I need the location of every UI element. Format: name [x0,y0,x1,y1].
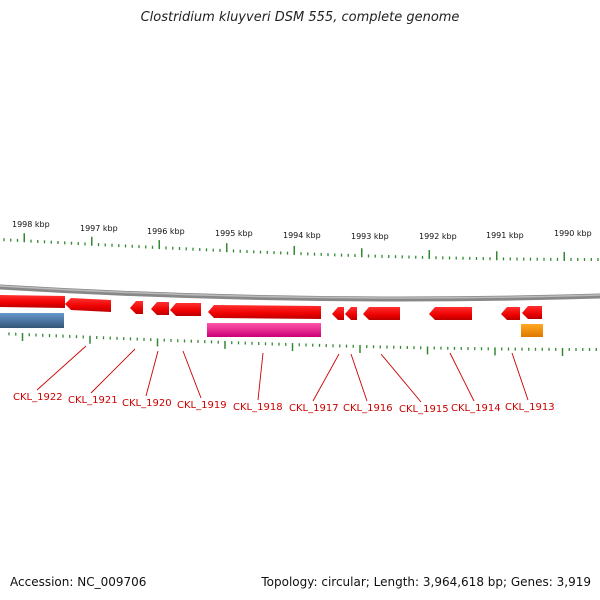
gene-label-leader [36,345,87,391]
gene-label[interactable]: CKL_1919 [177,400,227,411]
gene-label-leader [312,353,340,402]
gene-label-leader [449,352,475,402]
accession-text: Accession: NC_009706 [10,575,147,589]
gene-label[interactable]: CKL_1914 [451,403,501,414]
map-title: Clostridium kluyveri DSM 555, complete g… [140,10,460,25]
gene-ckl-1915[interactable] [363,307,400,320]
gene-label-leaders [36,345,529,403]
gene-ckl-1919[interactable] [170,303,201,316]
gene-ckl-1913a[interactable] [501,307,520,320]
gene-label[interactable]: CKL_1916 [343,403,393,414]
gene-ckl-1917[interactable] [332,307,344,320]
upper-tick-track [3,233,599,261]
gene-ckl-1919a[interactable] [151,302,169,315]
gene-label-leader [145,350,159,397]
gene-ckl-1922[interactable] [0,295,65,308]
gene-label[interactable]: CKL_1921 [68,395,118,406]
kbp-scale: 1998 kbp 1997 kbp 1996 kbp 1995 kbp 1994 kbp… [12,220,592,241]
gene-label[interactable]: CKL_1922 [13,392,63,403]
gene-label-leader [380,353,422,403]
gene-label-leader [257,352,264,401]
kbp-label: 1991 kbp [486,231,524,240]
kbp-label: 1993 kbp [351,232,389,241]
gene-ckl-1916[interactable] [345,307,357,320]
gene-label[interactable]: CKL_1913 [505,402,555,413]
feature-pink[interactable] [207,323,321,337]
gene-ckl-1918[interactable] [208,305,321,319]
gene-label[interactable]: CKL_1917 [289,403,339,414]
gene-ckl-1913[interactable] [522,306,542,319]
gene-label-leader [511,352,529,401]
gene-ckl-1920[interactable] [130,301,143,314]
kbp-label: 1990 kbp [554,229,592,238]
kbp-label: 1992 kbp [419,232,457,241]
summary-text: Topology: circular; Length: 3,964,618 bp… [261,575,591,589]
gene-label-leader [182,350,202,399]
gene-label-group: CKL_1922 CKL_1921 CKL_1920 CKL_1919 CKL_1918… [13,392,555,415]
gene-label-leader [350,353,368,402]
gene-label[interactable]: CKL_1915 [399,404,449,415]
lower-tick-track [8,332,597,356]
kbp-label: 1998 kbp [12,220,50,229]
kbp-label: 1996 kbp [147,227,185,236]
gene-label[interactable]: CKL_1920 [122,398,172,409]
feature-blue[interactable] [0,313,64,328]
gene-track [0,295,543,337]
gene-label-leader [90,348,136,394]
kbp-label: 1994 kbp [283,231,321,240]
feature-orange[interactable] [521,324,543,337]
kbp-label: 1995 kbp [215,229,253,238]
genome-backbone [0,284,600,302]
gene-ckl-1914[interactable] [429,307,472,320]
gene-ckl-1921[interactable] [65,298,111,312]
kbp-label: 1997 kbp [80,224,118,233]
gene-label[interactable]: CKL_1918 [233,402,283,413]
